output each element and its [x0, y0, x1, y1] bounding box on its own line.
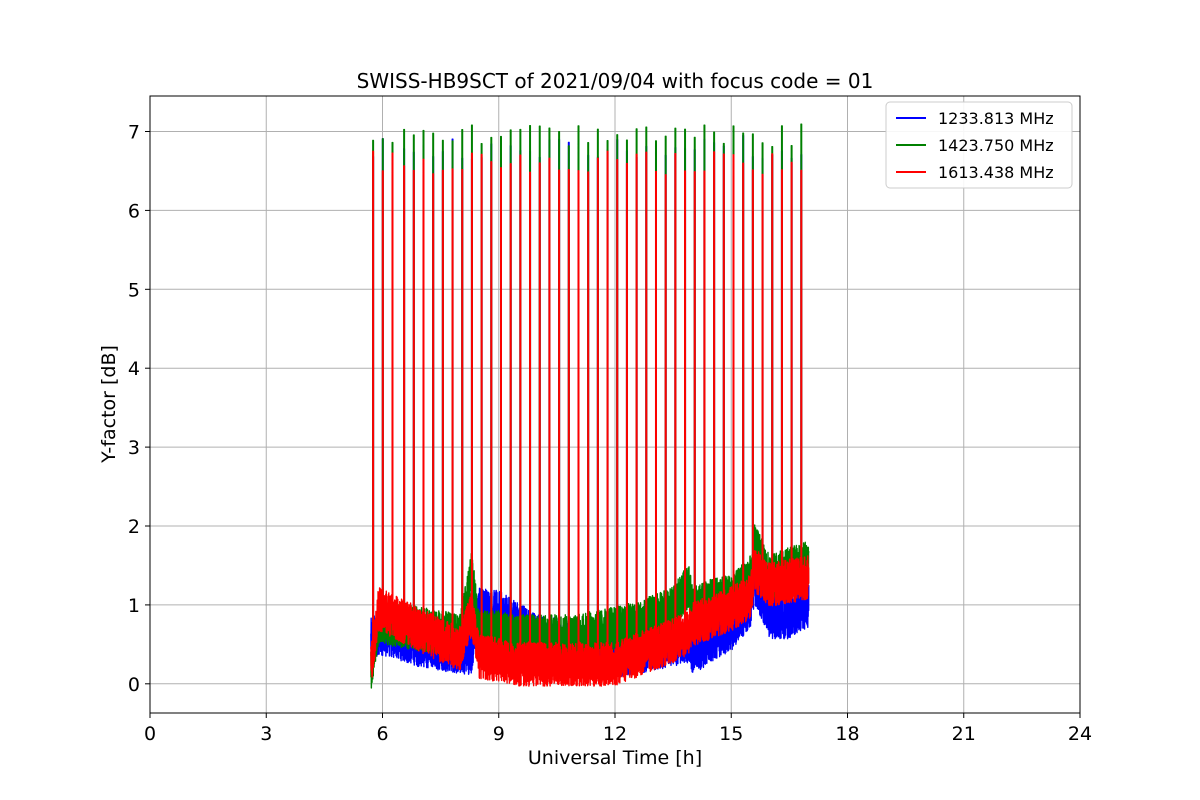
- x-tick-label: 3: [260, 723, 272, 745]
- chart-title: SWISS-HB9SCT of 2021/09/04 with focus co…: [357, 69, 874, 93]
- x-tick-label: 0: [144, 723, 156, 745]
- y-tick-label: 3: [128, 437, 140, 459]
- x-tick-label: 12: [603, 723, 627, 745]
- legend-label-1233: 1233.813 MHz: [938, 109, 1054, 128]
- x-tick-label: 15: [719, 723, 743, 745]
- x-tick-label: 6: [376, 723, 388, 745]
- y-axis-title: Y-factor [dB]: [98, 345, 120, 464]
- series-line-1613-438: [370, 150, 810, 687]
- plot-area: [370, 123, 810, 689]
- legend-box: [885, 101, 1073, 189]
- legend-label-1423: 1423.750 MHz: [938, 136, 1054, 155]
- y-tick-label: 4: [128, 358, 140, 380]
- y-tick-label: 1: [128, 595, 140, 617]
- y-tick-label: 2: [128, 516, 140, 538]
- x-tick-label: 18: [835, 723, 859, 745]
- x-tick-label: 21: [952, 723, 976, 745]
- y-tick-label: 6: [128, 200, 140, 222]
- legend: 1233.813 MHz 1423.750 MHz 1613.438 MHz: [885, 101, 1073, 189]
- x-tick-label: 9: [493, 723, 505, 745]
- y-tick-label: 5: [128, 279, 140, 301]
- legend-label-1613: 1613.438 MHz: [938, 163, 1054, 182]
- series-layer: [370, 123, 810, 689]
- x-tick-label: 24: [1068, 723, 1092, 745]
- y-tick-label: 0: [128, 674, 140, 696]
- x-axis-title: Universal Time [h]: [528, 747, 702, 769]
- y-tick-label: 7: [128, 122, 140, 144]
